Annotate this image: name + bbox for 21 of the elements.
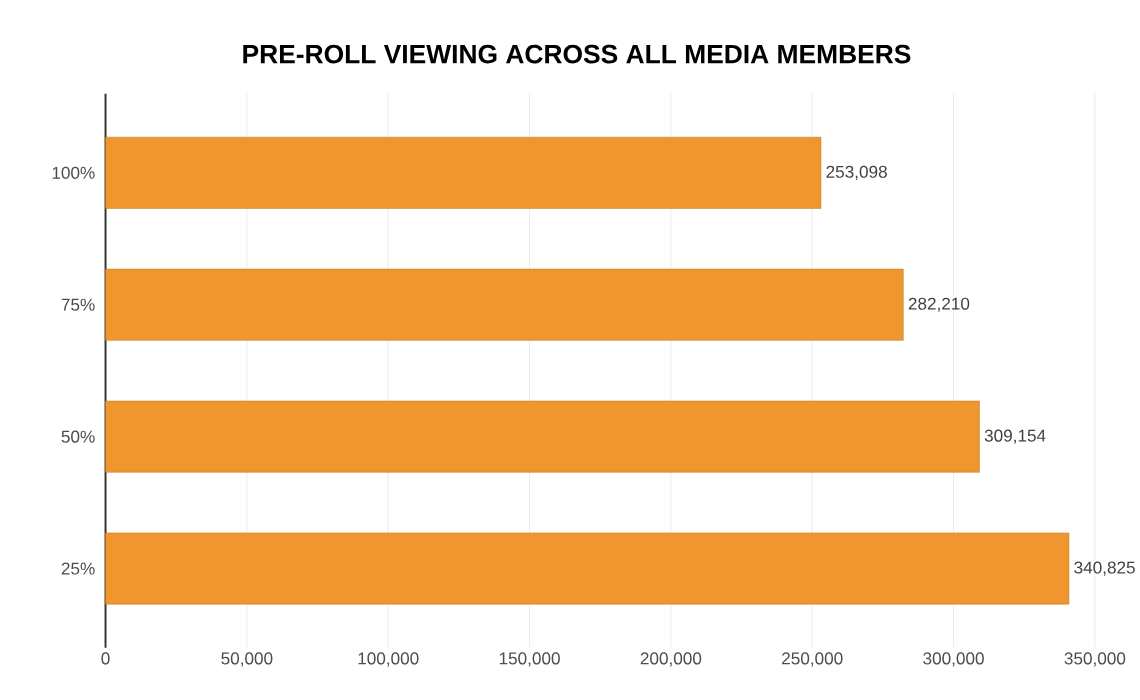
y-tick-label: 25% xyxy=(61,562,95,575)
bar xyxy=(105,268,904,341)
bar xyxy=(105,532,1070,605)
x-tick-label: 0 xyxy=(101,652,110,665)
x-tick-label: 250,000 xyxy=(782,652,843,667)
y-tick-label: 50% xyxy=(61,430,95,443)
data-label: 340,825 xyxy=(1074,561,1135,576)
x-tick-label: 200,000 xyxy=(640,652,702,667)
chart-title: PRE-ROLL VIEWING ACROSS ALL MEDIA MEMBERS xyxy=(243,44,911,64)
x-tick-label: 100,000 xyxy=(358,652,419,667)
bar xyxy=(105,400,980,473)
data-label: 282,210 xyxy=(908,297,970,312)
data-label: 309,154 xyxy=(984,429,1046,444)
x-tick-label: 50,000 xyxy=(221,652,273,667)
y-tick-label: 100% xyxy=(52,166,95,179)
data-label: 253,098 xyxy=(826,165,887,180)
x-tick-label: 350,000 xyxy=(1064,652,1126,667)
bar xyxy=(105,136,822,209)
y-tick-label: 75% xyxy=(61,298,95,311)
x-tick-label: 150,000 xyxy=(499,652,560,667)
x-tick-label: 300,000 xyxy=(923,652,984,667)
